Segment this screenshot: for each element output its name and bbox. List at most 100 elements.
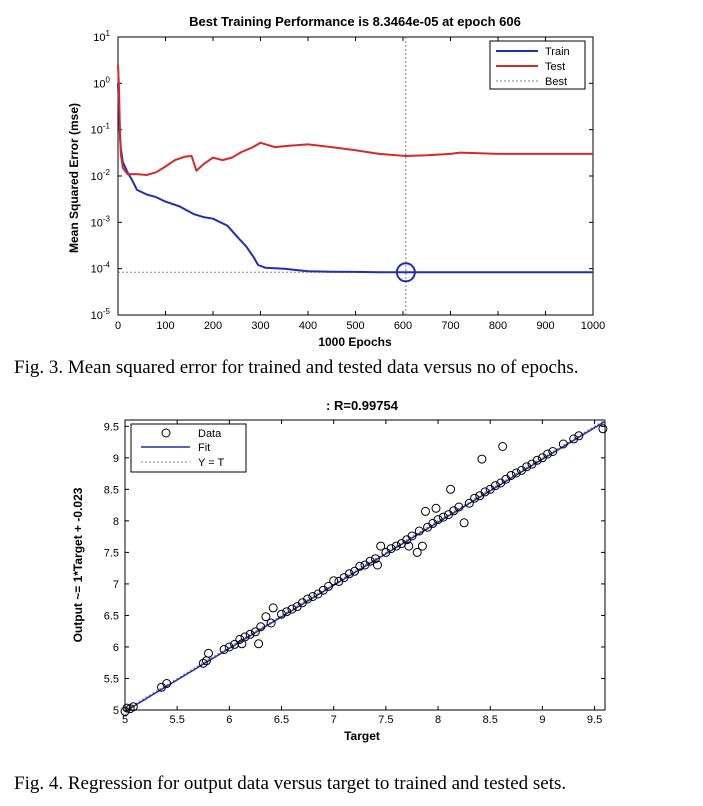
data-point [558,439,568,449]
legend-train-label: Train [545,46,570,58]
data-point [355,561,365,571]
data-point [324,581,333,591]
data-point [470,493,480,503]
data-point [464,498,474,508]
series-test-line [117,64,593,176]
chart1-xtick-label: 700 [441,320,459,332]
data-point [268,603,278,613]
chart1-xtick-label: 600 [394,320,412,332]
chart1-ticks: 0 100 200 300 400 500 600 700 800 900 1000 101 100 10… [91,29,606,332]
data-point [598,424,608,434]
data-point [261,612,271,622]
data-point [350,566,360,576]
chart1-ytick-label: 10-1 [91,122,111,137]
data-point [266,618,276,628]
chart2-ytick-label: 8 [113,516,119,528]
data-point [574,431,584,441]
chart1-xlabel: 1000 Epochs [318,335,392,349]
chart2-ytick-label: 6.5 [104,610,119,622]
data-point [438,512,448,522]
data-point [480,487,490,497]
chart2-xtick-label: 8 [435,714,441,726]
data-point [459,518,469,528]
data-point [548,447,558,456]
data-point [446,484,456,494]
data-point [282,607,292,617]
data-point [498,442,508,451]
chart1-ytick-label: 100 [93,75,110,90]
data-point [511,468,521,478]
data-point [198,658,208,668]
chart2-xtick-label: 8.5 [483,714,498,726]
data-point [224,642,234,652]
data-point [506,471,516,480]
data-point [543,449,553,459]
data-point [204,648,213,658]
data-point [477,454,487,464]
data-point [277,609,286,619]
data-point [391,541,401,551]
chart1-legend: Train Test Best [489,40,586,90]
legend-identity-label: Y = T [198,457,224,469]
chart1-xtick-label: 400 [299,320,317,332]
data-point [230,639,240,649]
chart2-legend-box [130,423,247,473]
data-point [454,502,464,512]
legend-data-label: Data [198,428,222,440]
data-point [373,560,382,570]
data-point [433,515,443,525]
chart1-series [117,37,593,315]
data-point [532,455,542,465]
data-point [412,547,422,557]
chart2-ylabel: Output ~= 1*Target + -0.023 [71,487,85,642]
chart1-xtick-label: 500 [346,320,364,332]
chart2-ytick-label: 5.5 [104,673,119,685]
data-point [386,544,396,554]
chart1-xtick-label: 0 [115,320,121,332]
chart2-ytick-label: 7 [113,579,119,591]
chart2-xtick-label: 9.5 [587,714,602,726]
chart2-xtick-label: 5.5 [170,714,185,726]
data-point [122,703,132,713]
chart2-xtick-label: 7.5 [378,714,393,726]
chart1-xtick-label: 800 [489,320,507,332]
chart1-ytick-label: 10-3 [91,214,111,229]
performance-chart: Best Training Performance is 8.3464e-05 … [67,14,605,349]
data-point [256,622,266,632]
data-point [303,594,313,604]
data-point [522,462,532,472]
chart2-ytick-label: 6 [113,642,119,654]
chart2-xtick-label: 7 [331,714,337,726]
chart2-legend: Data Fit Y = T [130,423,247,473]
identity-line [124,419,606,711]
chart2-xtick-label: 6.5 [274,714,289,726]
data-point [240,632,250,642]
data-point [365,556,375,566]
chart2-ytick-label: 9 [113,453,119,465]
data-point [219,645,229,654]
chart1-xtick-label: 900 [536,320,554,332]
chart2-xtick-label: 6 [226,714,232,726]
data-point [370,554,380,564]
chart2-xlabel: Target [344,729,380,743]
data-point [376,541,386,551]
chart2-ytick-label: 9.5 [104,421,119,433]
data-point [329,576,339,586]
chart1-ytick-label: 10-4 [91,261,111,276]
data-point [128,702,138,712]
data-point [417,541,427,551]
chart2-ytick-label: 8.5 [104,484,119,496]
chart2-title: : R=0.99754 [326,398,399,413]
chart1-xtick-label: 200 [204,320,222,332]
chart1-xtick-label: 1000 [581,320,605,332]
data-point [407,531,417,541]
figure3-caption: Fig. 3. Mean squared error for trained a… [14,357,579,378]
legend-test-label: Test [545,61,565,73]
chart2-ytick-label: 7.5 [104,547,119,559]
chart1-ylabel: Mean Squared Error (mse) [67,103,81,253]
chart1-xtick-label: 100 [156,320,174,332]
data-point [431,503,441,513]
data-point [287,604,297,614]
legend-data-swatch [161,428,171,438]
